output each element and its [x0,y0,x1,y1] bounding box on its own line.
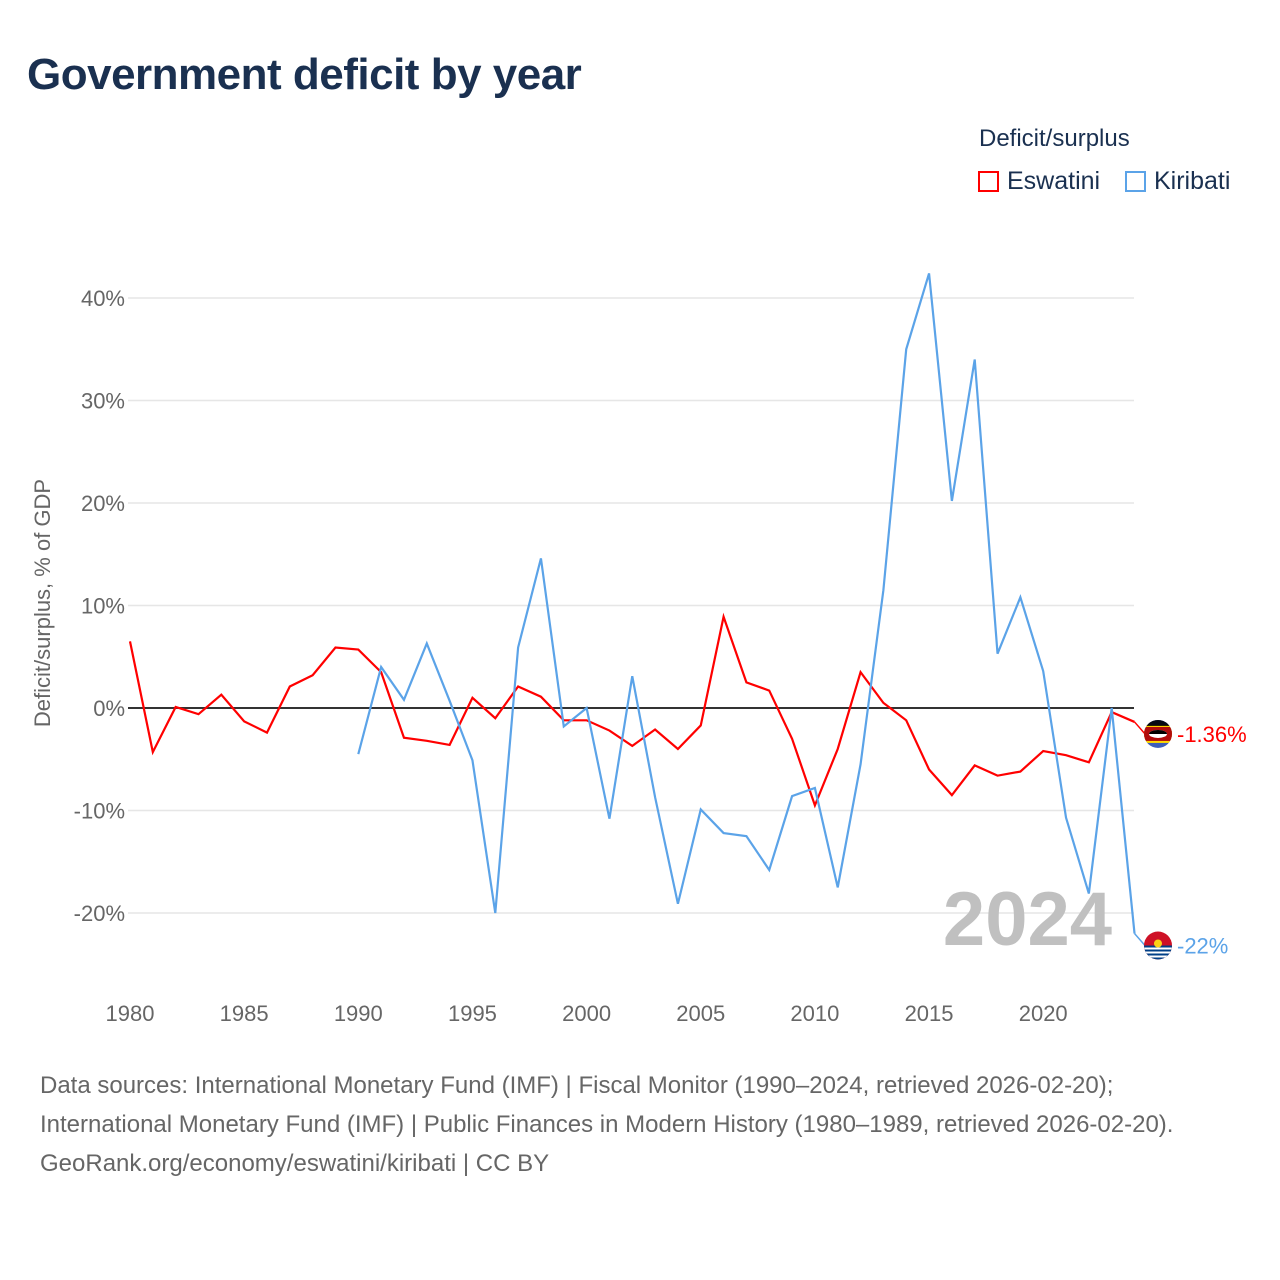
x-tick-label: 2015 [905,1001,954,1026]
legend-item-eswatini[interactable]: Eswatini [978,167,1100,196]
y-tick-label: 30% [81,389,125,414]
x-tick-label: 1990 [334,1001,383,1026]
x-tick-label: 1980 [106,1001,155,1026]
series-lines [128,273,1136,934]
legend-swatch-kiribati [1125,171,1146,192]
legend-title: Deficit/surplus [979,125,1130,152]
chart-title: Government deficit by year [27,50,582,99]
x-axis-ticks: 1980 1985 1990 1995 2000 2005 2010 2015 2020 [106,1001,1068,1026]
series-line-eswatini [128,612,1135,809]
line-chart: -20% -10% 0% 10% 20% 30% 40% 1980 1985 1990 1995 2… [30,273,1247,1026]
y-tick-label: 40% [81,286,125,311]
x-tick-label: 2010 [790,1001,839,1026]
kiribati-flag-icon [1144,931,1172,960]
series-line-kiribati [357,273,1136,934]
year-watermark: 2024 [943,877,1112,962]
gridlines [128,297,1134,914]
end-label-kiribati: -22% [1177,934,1228,959]
y-tick-label: 0% [93,696,125,721]
eswatini-flag-icon [1144,719,1172,748]
legend-label-eswatini: Eswatini [1007,167,1101,195]
end-label-eswatini: -1.36% [1177,722,1247,747]
y-axis-ticks: -20% -10% 0% 10% 20% 30% 40% [74,286,125,926]
legend-item-kiribati[interactable]: Kiribati [1125,167,1230,196]
x-tick-label: 2020 [1019,1001,1068,1026]
y-tick-label: 20% [81,491,125,516]
y-tick-label: 10% [81,594,125,619]
x-tick-label: 2000 [562,1001,611,1026]
x-tick-label: 1995 [448,1001,497,1026]
y-axis-label: Deficit/surplus, % of GDP [30,479,55,727]
end-markers: -1.36% -22% [1133,719,1247,960]
x-tick-label: 1985 [220,1001,269,1026]
footer: Data sources: International Monetary Fun… [40,1066,1240,1183]
credit-link[interactable]: GeoRank.org/economy/eswatini/kiribati | … [40,1150,550,1177]
data-sources: Data sources: International Monetary Fun… [40,1072,1174,1138]
y-tick-label: -10% [74,799,125,824]
y-tick-label: -20% [74,901,125,926]
x-tick-label: 2005 [676,1001,725,1026]
end-connector [1133,933,1146,946]
legend-swatch-eswatini [978,171,999,192]
legend-label-kiribati: Kiribati [1154,167,1231,195]
end-connector [1133,721,1146,735]
